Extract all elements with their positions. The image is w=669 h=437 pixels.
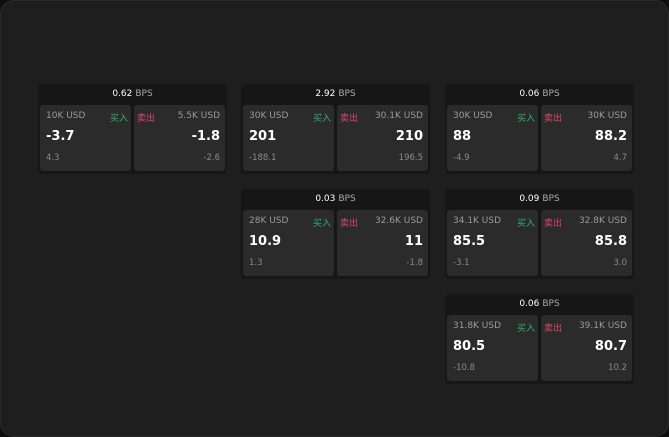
quote-card: 0.09 BPS 34.1K USD 买入 85.5 -3.1 卖出 32.8K USD 8… <box>445 189 634 279</box>
sell-panel[interactable]: 卖出 32.8K USD 85.8 3.0 <box>541 210 632 276</box>
spread-unit: BPS <box>135 89 153 99</box>
buy-price: 80.5 <box>453 339 486 354</box>
spread-unit: BPS <box>338 194 356 204</box>
spread-unit: BPS <box>542 194 560 204</box>
quote-card: 0.62 BPS 10K USD 买入 -3.7 4.3 卖出 5.5K USD -1.8 -… <box>38 84 227 174</box>
sell-panel[interactable]: 卖出 39.1K USD 80.7 10.2 <box>541 315 632 381</box>
buy-panel[interactable]: 34.1K USD 买入 85.5 -3.1 <box>447 210 538 276</box>
buy-panel[interactable]: 10K USD 买入 -3.7 4.3 <box>40 105 131 171</box>
buy-change: 4.3 <box>46 153 60 163</box>
sell-price: 11 <box>404 234 423 249</box>
buy-panel[interactable]: 31.8K USD 买入 80.5 -10.8 <box>447 315 538 381</box>
sell-size: 32.8K USD <box>578 216 627 226</box>
sell-change: -2.6 <box>203 153 220 163</box>
spread-header: 0.62 BPS <box>38 84 227 105</box>
sell-panel[interactable]: 卖出 30.1K USD 210 196.5 <box>337 105 428 171</box>
spread-value: 0.09 <box>519 194 540 204</box>
sell-panel[interactable]: 卖出 30K USD 88.2 4.7 <box>541 105 632 171</box>
buy-size: 10K USD <box>46 111 86 121</box>
spread-unit: BPS <box>542 299 560 309</box>
sell-size: 5.5K USD <box>177 111 220 121</box>
buy-label: 买入 <box>516 219 535 229</box>
sell-price: 88.2 <box>594 129 627 144</box>
buy-size: 31.8K USD <box>453 321 502 331</box>
sell-change: 4.7 <box>613 153 627 163</box>
buy-label: 买入 <box>312 219 331 229</box>
buy-change: -10.8 <box>453 363 475 373</box>
buy-label: 买入 <box>516 324 535 334</box>
sell-price: 85.8 <box>594 234 627 249</box>
sell-label: 卖出 <box>137 114 156 124</box>
sell-price: 210 <box>395 129 423 144</box>
sell-panel[interactable]: 卖出 32.6K USD 11 -1.8 <box>337 210 428 276</box>
sell-price: 80.7 <box>594 339 627 354</box>
buy-price: 10.9 <box>249 234 282 249</box>
sell-size: 39.1K USD <box>578 321 627 331</box>
spread-header: 0.03 BPS <box>241 189 430 210</box>
spread-value: 0.62 <box>112 89 133 99</box>
buy-panel[interactable]: 30K USD 买入 201 -188.1 <box>243 105 334 171</box>
spread-header: 0.06 BPS <box>445 84 634 105</box>
buy-panel[interactable]: 28K USD 买入 10.9 1.3 <box>243 210 334 276</box>
buy-size: 30K USD <box>453 111 493 121</box>
buy-price: 88 <box>453 129 472 144</box>
sell-change: -1.8 <box>406 258 423 268</box>
spread-unit: BPS <box>542 89 560 99</box>
spread-header: 0.09 BPS <box>445 189 634 210</box>
buy-label: 买入 <box>109 114 128 124</box>
quote-card: 0.06 BPS 31.8K USD 买入 80.5 -10.8 卖出 39.1K USD… <box>445 294 634 384</box>
sell-label: 卖出 <box>340 114 359 124</box>
buy-label: 买入 <box>516 114 535 124</box>
quote-card: 2.92 BPS 30K USD 买入 201 -188.1 卖出 30.1K USD 21… <box>241 84 430 174</box>
buy-price: -3.7 <box>46 129 75 144</box>
sell-label: 卖出 <box>544 219 563 229</box>
quote-card: 0.06 BPS 30K USD 买入 88 -4.9 卖出 30K USD 88.2 4.7 <box>445 84 634 174</box>
spread-header: 2.92 BPS <box>241 84 430 105</box>
buy-size: 30K USD <box>249 111 289 121</box>
buy-price: 201 <box>249 129 277 144</box>
sell-size: 30.1K USD <box>374 111 423 121</box>
sell-label: 卖出 <box>544 114 563 124</box>
buy-change: -4.9 <box>453 153 470 163</box>
sell-size: 30K USD <box>587 111 627 121</box>
sell-price: -1.8 <box>191 129 220 144</box>
sell-change: 3.0 <box>613 258 627 268</box>
sell-panel[interactable]: 卖出 5.5K USD -1.8 -2.6 <box>134 105 225 171</box>
buy-change: 1.3 <box>249 258 263 268</box>
sell-change: 196.5 <box>398 153 423 163</box>
spread-value: 0.03 <box>315 194 336 204</box>
spread-value: 0.06 <box>519 299 540 309</box>
quote-card: 0.03 BPS 28K USD 买入 10.9 1.3 卖出 32.6K USD 11 -1… <box>241 189 430 279</box>
sell-change: 10.2 <box>608 363 627 373</box>
sell-label: 卖出 <box>544 324 563 334</box>
spread-value: 2.92 <box>315 89 336 99</box>
sell-size: 32.6K USD <box>374 216 423 226</box>
buy-change: -188.1 <box>249 153 277 163</box>
buy-size: 28K USD <box>249 216 289 226</box>
buy-change: -3.1 <box>453 258 470 268</box>
sell-label: 卖出 <box>340 219 359 229</box>
buy-price: 85.5 <box>453 234 486 249</box>
buy-label: 买入 <box>312 114 331 124</box>
spread-value: 0.06 <box>519 89 540 99</box>
spread-header: 0.06 BPS <box>445 294 634 315</box>
spread-unit: BPS <box>338 89 356 99</box>
buy-panel[interactable]: 30K USD 买入 88 -4.9 <box>447 105 538 171</box>
buy-size: 34.1K USD <box>453 216 502 226</box>
